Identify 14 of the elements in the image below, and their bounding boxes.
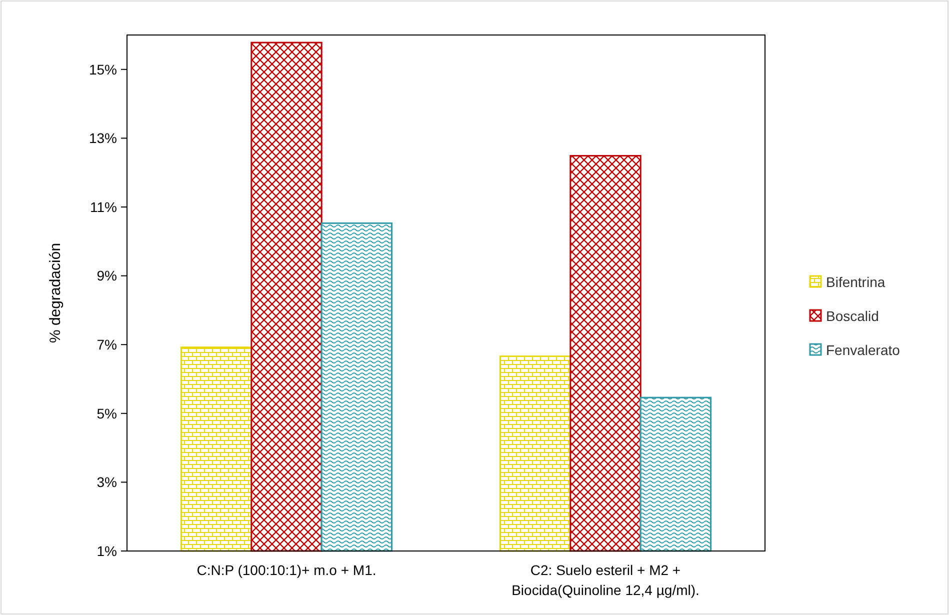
y-axis-title: % degradación (47, 242, 64, 344)
legend-label: Fenvalerato (826, 342, 900, 358)
y-tick-label: 1% (96, 542, 117, 559)
x-tick-label: C:N:P (100:10:1)+ m.o + M1. (196, 562, 376, 578)
legend-label: Boscalid (826, 308, 879, 324)
y-tick-label: 7% (96, 336, 117, 352)
y-tick-label: 11% (90, 198, 117, 215)
y-tick-label: 9% (96, 268, 117, 284)
y-tick-label: 15% (88, 61, 117, 78)
legend-label: Bifentrina (826, 274, 886, 290)
x-tick-label: C2: Suelo esteril + M2 + Biocida(Quinoline 12,4 µg/ml). (512, 562, 700, 598)
y-tick-label: 3% (96, 474, 117, 490)
y-tick-label: 13% (88, 130, 117, 146)
y-tick-label: 5% (96, 405, 117, 422)
